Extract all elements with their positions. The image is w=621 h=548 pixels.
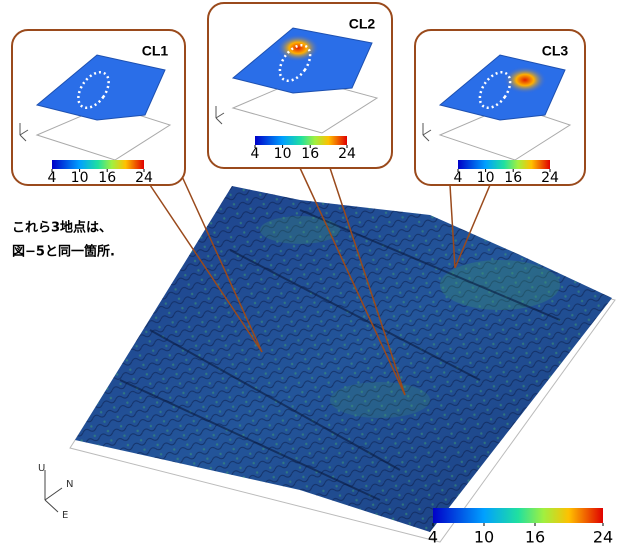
axis-label: N <box>66 479 73 490</box>
terrain <box>75 186 612 532</box>
hotspot <box>503 66 547 94</box>
figure: これら3地点は、 図−5と同一箇所. U N E 4 10 16 24 CL1 CL2 CL… <box>0 0 621 548</box>
colorbar-tick-label: 10 <box>474 528 494 547</box>
axis-label: E <box>62 510 68 521</box>
hotspot <box>276 34 320 62</box>
colorbar-tick-label: 10 <box>71 170 89 186</box>
colorbar-tick-label: 16 <box>504 170 522 186</box>
axis-label: U <box>38 463 45 474</box>
colorbar-tick-label: 10 <box>274 146 292 162</box>
colorbar-tick-label: 10 <box>477 170 495 186</box>
colorbar-tick-label: 24 <box>541 170 559 186</box>
colorbar <box>52 160 144 169</box>
colorbar <box>255 136 347 145</box>
colorbar-tick-label: 4 <box>251 146 260 162</box>
colorbar-tick-label: 4 <box>454 170 463 186</box>
colorbar <box>458 160 550 169</box>
colorbar-tick-label: 4 <box>428 528 438 547</box>
colorbar-tick-label: 16 <box>525 528 545 547</box>
annotation: これら3地点は、 <box>12 220 112 236</box>
callout-label: CL2 <box>349 16 376 32</box>
colorbar-tick-label: 24 <box>135 170 153 186</box>
axis-triad <box>45 470 62 512</box>
colorbar-tick-label: 4 <box>48 170 57 186</box>
callout-label: CL1 <box>142 43 169 59</box>
colorbar <box>433 508 603 523</box>
colorbar-tick-label: 16 <box>301 146 319 162</box>
callout-label: CL3 <box>542 43 569 59</box>
colorbar-tick-label: 24 <box>593 528 613 547</box>
colorbar-tick-label: 24 <box>338 146 356 162</box>
annotation: 図−5と同一箇所. <box>12 244 115 260</box>
colorbar-tick-label: 16 <box>98 170 116 186</box>
